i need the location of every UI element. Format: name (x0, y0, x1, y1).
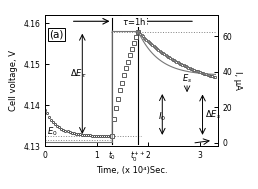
Text: $E_s$: $E_s$ (182, 72, 192, 85)
Y-axis label: I, μA: I, μA (233, 71, 242, 90)
X-axis label: Time, (x 10⁴)Sec.: Time, (x 10⁴)Sec. (96, 166, 167, 175)
Text: $E_0$: $E_0$ (47, 126, 58, 138)
Text: $\Delta E_{\tau}$: $\Delta E_{\tau}$ (70, 67, 86, 80)
Text: $\Delta E_s$: $\Delta E_s$ (205, 108, 221, 121)
Text: $t_0^{++}$: $t_0^{++}$ (131, 150, 146, 164)
Y-axis label: Cell voltage, V: Cell voltage, V (9, 50, 18, 111)
Text: $I_0$: $I_0$ (158, 110, 166, 123)
Text: $t_0$: $t_0$ (108, 150, 116, 162)
Text: (a): (a) (49, 29, 64, 40)
Text: $\tau$=1h: $\tau$=1h (122, 16, 147, 27)
